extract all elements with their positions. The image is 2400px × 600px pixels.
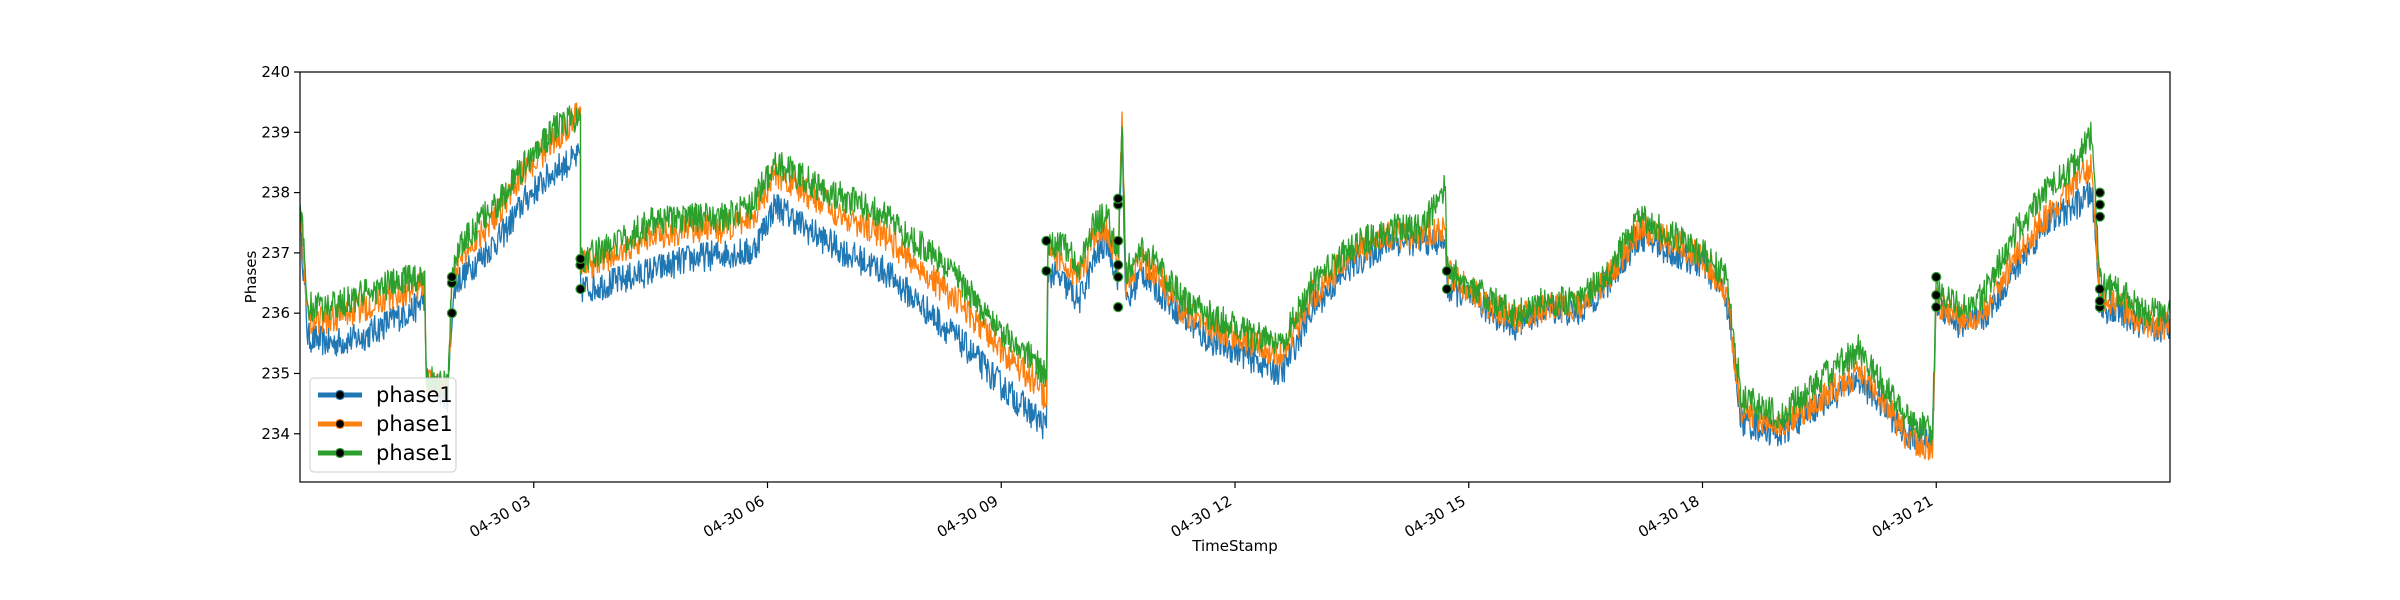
y-tick-label: 240 (261, 63, 290, 81)
legend-marker-2 (334, 418, 346, 430)
data-marker (1113, 302, 1124, 313)
legend-label-2: phase1 (376, 412, 453, 436)
legend-label-1: phase1 (376, 383, 453, 407)
legend-box (309, 377, 457, 473)
y-tick-label: 239 (261, 123, 290, 141)
series-line-3 (300, 105, 2170, 446)
data-marker (1041, 235, 1052, 246)
data-marker (1441, 265, 1453, 277)
data-marker (575, 283, 586, 295)
data-marker (2094, 296, 2105, 307)
y-tick-label: 238 (261, 184, 290, 202)
legend-label-3: phase1 (376, 441, 453, 465)
data-marker (1041, 265, 1052, 277)
data-marker (1113, 235, 1124, 246)
data-marker (1113, 259, 1124, 271)
data-marker (2094, 199, 2105, 210)
y-tick-label: 234 (261, 425, 290, 443)
data-marker (1931, 289, 1942, 301)
series-line-1 (300, 126, 2170, 455)
data-marker (446, 271, 458, 283)
y-tick-label: 236 (261, 304, 290, 322)
x-axis-title: TimeStamp (1191, 537, 1277, 555)
legend-marker-1 (334, 389, 346, 401)
y-axis: 234 235 236 237 238 239 240 (261, 63, 300, 443)
data-marker (575, 253, 586, 265)
series-layer (300, 102, 2170, 461)
data-marker (1441, 283, 1453, 295)
data-marker (446, 308, 458, 319)
marker-layer (446, 187, 2105, 319)
data-marker (1113, 193, 1124, 204)
data-marker (1931, 271, 1942, 283)
series-line-2 (300, 102, 2170, 461)
legend-marker-3 (334, 447, 346, 459)
y-tick-label: 237 (261, 244, 290, 262)
y-axis-title: Phases (242, 251, 260, 304)
data-marker (1931, 302, 1942, 313)
y-tick-label: 235 (261, 364, 290, 382)
legend: phase1 phase1 phase1 (309, 377, 457, 473)
data-marker (1113, 271, 1124, 283)
data-marker (2094, 283, 2105, 295)
data-marker (2094, 187, 2105, 198)
data-marker (2094, 211, 2105, 222)
